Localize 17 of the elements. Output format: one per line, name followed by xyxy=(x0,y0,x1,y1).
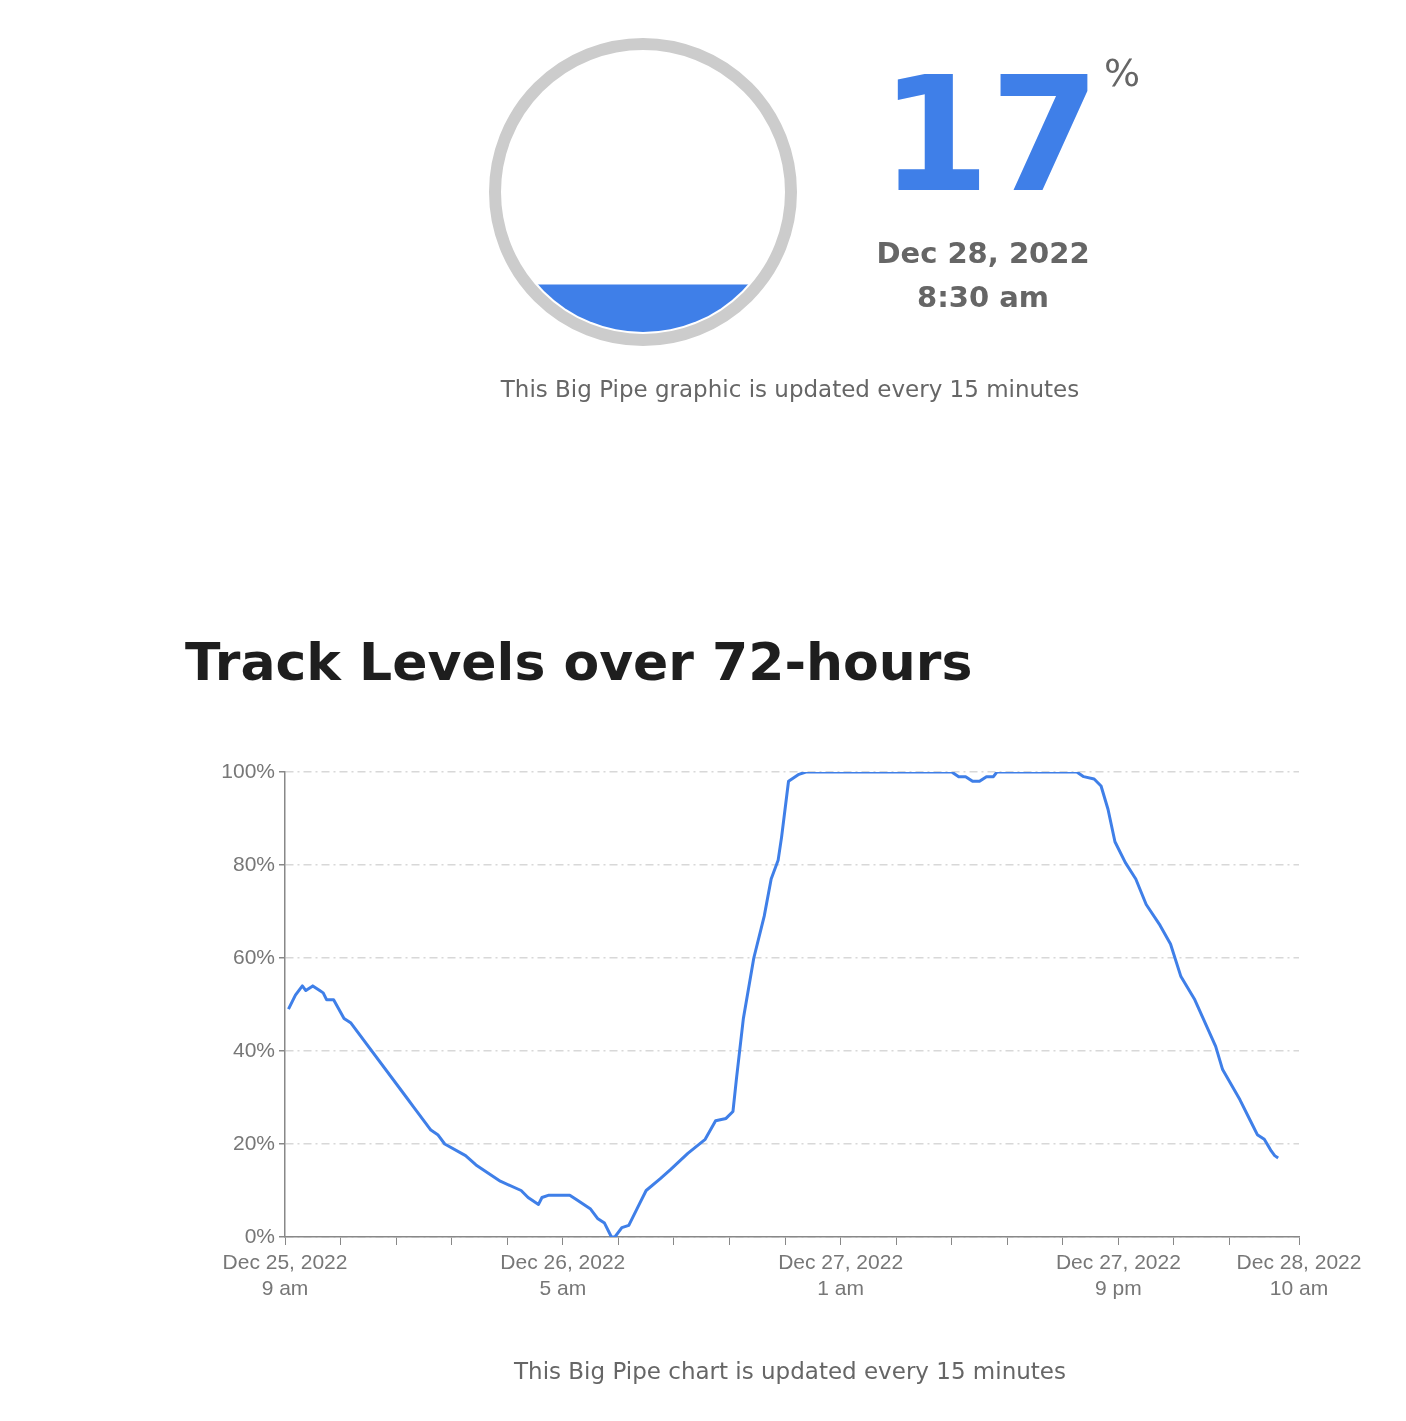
x-tick-label: Dec 25, 2022 9 am xyxy=(222,1250,348,1299)
y-tick-label: 100% xyxy=(221,758,275,782)
x-tick-label: Dec 27, 2022 9 pm xyxy=(1055,1250,1181,1299)
x-tick-label: Dec 28, 2022 10 am xyxy=(1236,1250,1362,1299)
x-tick-label: Dec 27, 2022 1 am xyxy=(778,1250,904,1299)
y-tick-label: 0% xyxy=(244,1223,275,1247)
text: 8:30 am xyxy=(916,280,1050,314)
text: Dec 28, 2022 xyxy=(875,236,1091,270)
data-label: 17$^{%}$ xyxy=(880,42,1140,229)
x-tick-label: Dec 26, 2022 5 am xyxy=(500,1250,626,1299)
y-tick-label: 40% xyxy=(232,1037,275,1061)
chart-title: Track Levels over 72-hours xyxy=(185,632,973,692)
text: This Big Pipe chart is updated every 15 minutes xyxy=(513,1358,1067,1384)
y-tick-label: 60% xyxy=(232,944,275,968)
y-tick-label: 20% xyxy=(232,1130,275,1154)
text: This Big Pipe graphic is updated every 15 minutes xyxy=(499,376,1081,402)
y-tick-label: 80% xyxy=(232,851,275,875)
